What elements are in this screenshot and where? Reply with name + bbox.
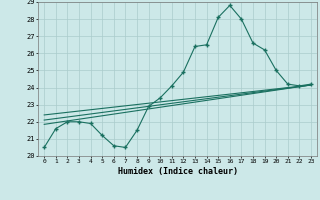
- X-axis label: Humidex (Indice chaleur): Humidex (Indice chaleur): [118, 167, 238, 176]
